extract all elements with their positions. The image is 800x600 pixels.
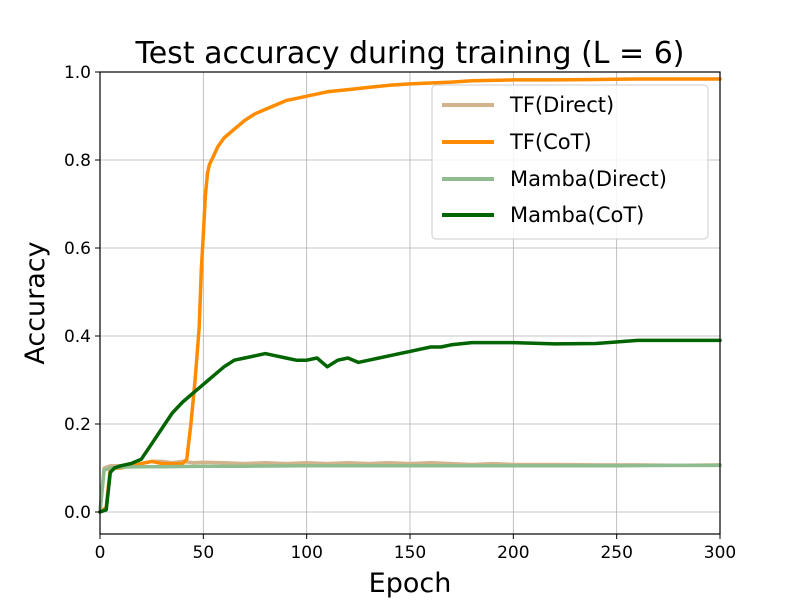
series-lines	[98, 77, 722, 514]
chart-title: Test accuracy during training (L = 6)	[135, 36, 685, 71]
legend-label-tf-direct: TF(Direct)	[509, 93, 614, 117]
x-tick-label: 250	[600, 543, 632, 563]
y-tick-label: 0.4	[64, 327, 91, 347]
y-tick-label: 1.0	[64, 63, 91, 83]
x-tick-label: 200	[497, 543, 529, 563]
legend-label-tf-cot: TF(CoT)	[509, 130, 592, 154]
x-tick-label: 50	[193, 543, 215, 563]
legend-label-mamba-cot: Mamba(CoT)	[510, 203, 644, 227]
series-line-mamba-cot	[98, 338, 722, 514]
x-tick-label: 300	[704, 543, 736, 563]
y-axis-label: Accuracy	[20, 241, 51, 364]
legend: TF(Direct) TF(CoT) Mamba(Direct) Mamba(C…	[431, 84, 709, 240]
plot-frame	[99, 71, 721, 535]
axis-ticks: 0 50 100 150 200 250 300 0.0 0.2 0.4 0.6 0.8 1.0	[64, 63, 736, 563]
y-tick-label: 0.8	[64, 151, 91, 171]
x-tick-label: 100	[290, 543, 322, 563]
grid-lines	[99, 71, 721, 534]
series-line-tf-cot	[98, 77, 722, 514]
legend-label-mamba-direct: Mamba(Direct)	[510, 167, 667, 191]
legend-box	[431, 84, 709, 240]
y-tick-label: 0.6	[64, 239, 91, 259]
y-tick-label: 0.0	[64, 503, 91, 523]
x-tick-label: 150	[394, 543, 426, 563]
y-tick-label: 0.2	[64, 415, 91, 435]
x-axis-label: Epoch	[369, 568, 452, 599]
x-tick-label: 0	[95, 543, 106, 563]
